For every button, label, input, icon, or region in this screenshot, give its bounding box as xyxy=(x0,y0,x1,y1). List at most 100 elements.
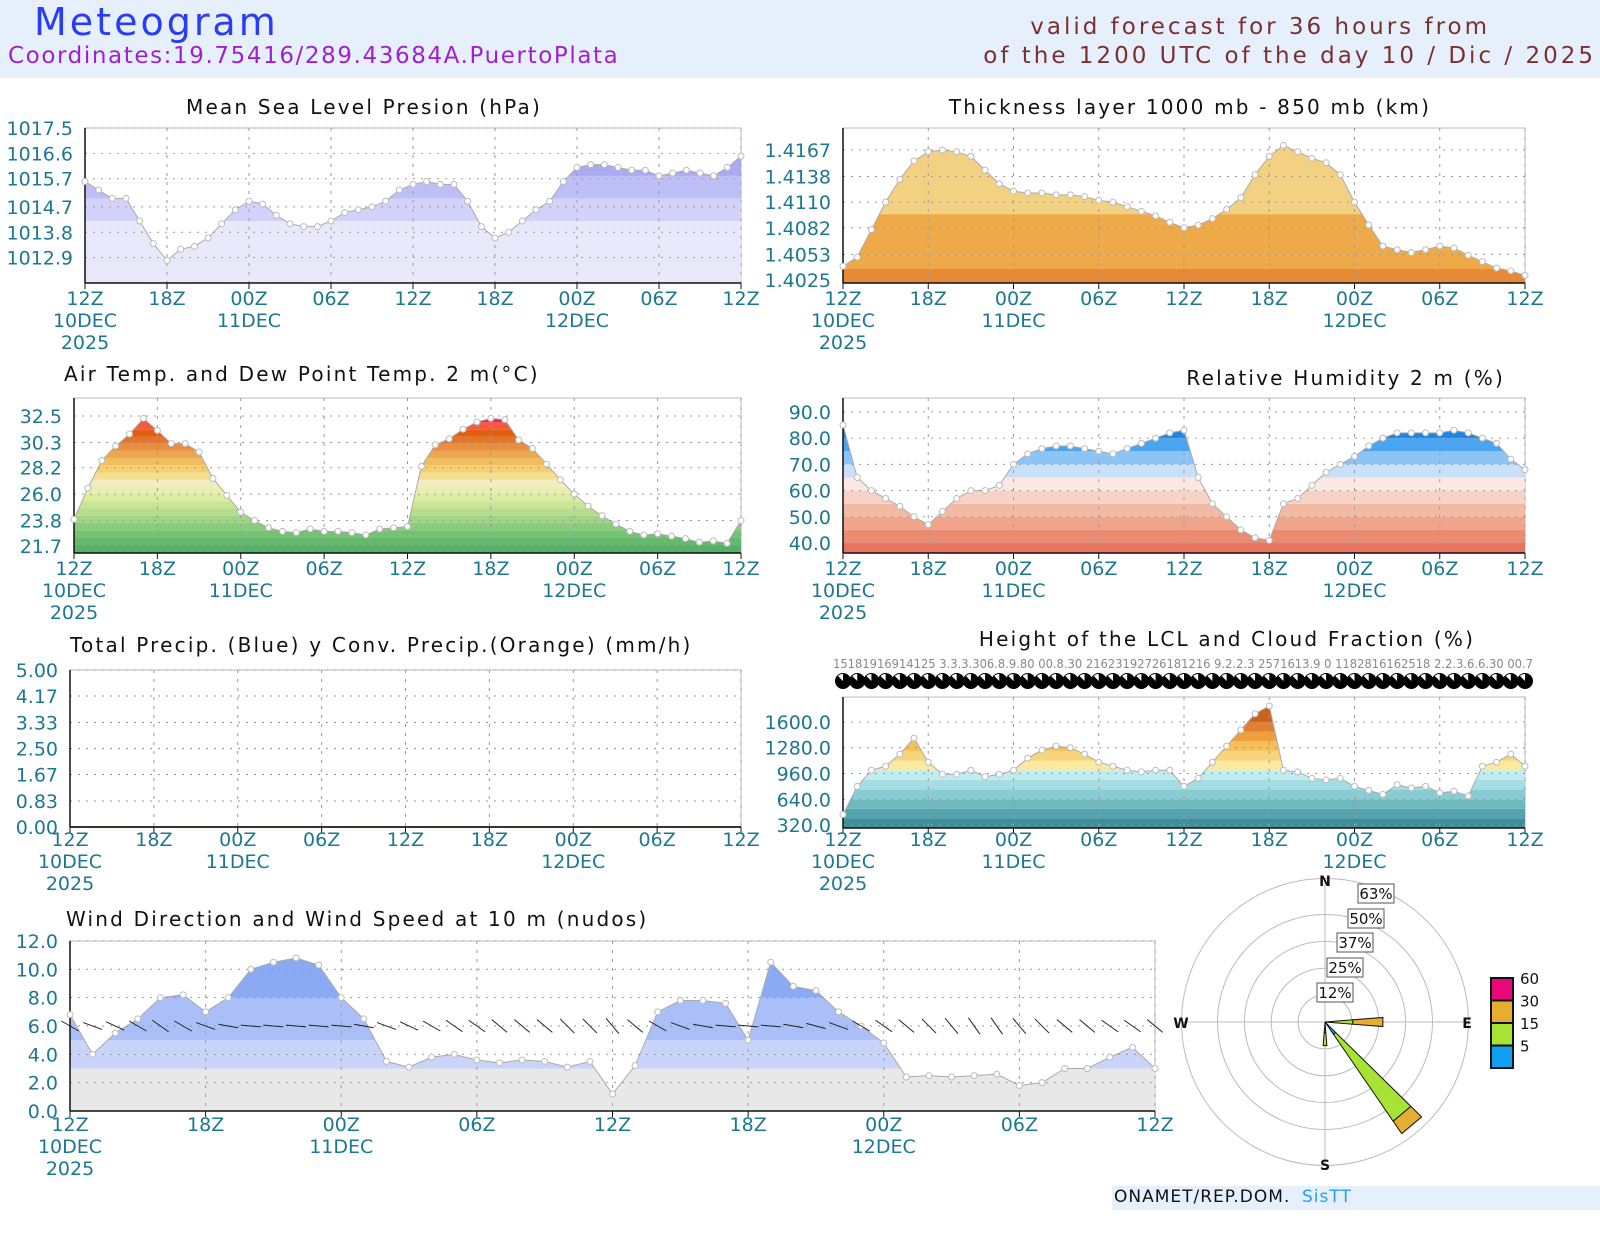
year-label: 2025 xyxy=(819,332,867,354)
data-point xyxy=(341,209,349,217)
y-tick-label: 1.4138 xyxy=(765,167,831,189)
data-point xyxy=(853,253,861,261)
wind-barb xyxy=(806,1022,826,1030)
data-point xyxy=(631,1062,639,1070)
data-point xyxy=(1081,445,1089,453)
wind-barb xyxy=(627,1019,644,1033)
data-point xyxy=(1180,782,1188,790)
cloud-fraction-wedge xyxy=(1193,673,1199,681)
data-point xyxy=(1010,187,1017,195)
cloud-fraction-wedge xyxy=(1164,673,1170,681)
date-label: 10DEC xyxy=(811,310,875,332)
x-tick-label: 18Z xyxy=(910,829,947,851)
x-tick-label: 00Z xyxy=(865,1114,902,1136)
y-tick-label: 26.0 xyxy=(20,484,62,506)
wind-barb xyxy=(83,1022,103,1030)
data-point xyxy=(1436,789,1444,797)
data-point xyxy=(584,502,592,510)
data-point xyxy=(1450,787,1458,795)
x-tick-label: 18Z xyxy=(472,558,509,580)
x-tick-label: 12Z xyxy=(1136,1114,1173,1136)
y-tick-label: 1017.5 xyxy=(7,118,73,140)
data-point xyxy=(136,217,144,225)
cardinal-label: W xyxy=(1173,1016,1188,1032)
wind-barb xyxy=(605,1018,620,1034)
x-tick-label: 12Z xyxy=(824,288,861,310)
data-point xyxy=(1422,429,1430,437)
wind-barb xyxy=(491,1019,508,1033)
data-point xyxy=(95,186,103,194)
y-tick-label: 8.0 xyxy=(28,988,58,1010)
wind-barb xyxy=(875,1019,893,1033)
y-tick-label: 90.0 xyxy=(789,402,831,424)
wind-barb xyxy=(582,1018,598,1034)
data-point xyxy=(1137,207,1145,215)
wind-barb xyxy=(692,1023,713,1029)
y-tick-label: 1013.8 xyxy=(7,222,73,244)
cloud-fraction-wedge xyxy=(1406,673,1412,681)
data-point xyxy=(563,1063,571,1071)
data-point xyxy=(902,1073,910,1081)
data-point xyxy=(404,523,411,531)
data-point xyxy=(334,527,342,535)
y-tick-label: 10.0 xyxy=(16,959,58,981)
data-point xyxy=(1322,468,1330,476)
data-point xyxy=(300,223,308,231)
cloud-fraction-wedge xyxy=(1008,673,1014,681)
data-point xyxy=(767,958,775,966)
data-point xyxy=(245,197,253,205)
ring-label-box xyxy=(1336,932,1374,953)
data-point xyxy=(436,180,444,188)
data-point xyxy=(938,770,946,778)
x-tick-label: 12Z xyxy=(394,288,431,310)
data-point xyxy=(204,234,212,242)
valid-forecast-line: valid forecast for 36 hours from xyxy=(1030,14,1490,40)
data-point xyxy=(1052,442,1060,450)
data-point xyxy=(417,462,425,470)
data-point xyxy=(532,206,540,214)
data-point xyxy=(1336,460,1344,468)
y-tick-label: 1600.0 xyxy=(765,712,831,734)
y-tick-label: 12.0 xyxy=(16,931,58,953)
date-label: 12DEC xyxy=(1322,310,1386,332)
data-point xyxy=(320,527,328,535)
data-point xyxy=(126,430,134,438)
data-point xyxy=(586,1057,594,1065)
data-point xyxy=(709,537,717,545)
x-tick-label: 18Z xyxy=(1251,829,1288,851)
data-point xyxy=(209,475,217,483)
x-tick-label: 00Z xyxy=(995,829,1032,851)
wind-barb xyxy=(1012,1018,1027,1034)
wind-barb xyxy=(1123,1019,1141,1033)
data-point xyxy=(1237,726,1245,734)
data-point xyxy=(896,750,904,758)
date-label: 12DEC xyxy=(1322,851,1386,873)
data-point xyxy=(695,538,703,546)
data-point xyxy=(981,773,989,781)
x-tick-label: 12Z xyxy=(722,829,759,851)
data-point xyxy=(1265,536,1273,544)
data-point xyxy=(570,490,578,498)
data-point xyxy=(1052,191,1060,199)
data-point xyxy=(122,194,130,202)
y-tick-label: 1.4082 xyxy=(765,218,831,240)
data-point xyxy=(1237,194,1245,202)
cloud-fraction-labels: 15181916914125 3.3.3.306.8.9.80 00.8.30 … xyxy=(833,657,1533,671)
cloud-fraction-wedge xyxy=(1079,673,1085,681)
data-point xyxy=(1379,434,1387,442)
data-point xyxy=(292,529,300,537)
footer: ONAMET/REP.DOM. SisTT xyxy=(1112,1186,1600,1210)
date-label: 12DEC xyxy=(1322,580,1386,602)
data-point xyxy=(1152,434,1160,442)
data-point xyxy=(278,527,286,535)
data-point xyxy=(681,535,689,543)
data-point xyxy=(744,1036,752,1044)
x-tick-label: 00Z xyxy=(556,558,593,580)
data-point xyxy=(491,234,499,242)
x-tick-label: 12Z xyxy=(1506,558,1543,580)
wind-barb xyxy=(240,1024,261,1028)
data-point xyxy=(609,1090,616,1098)
data-point xyxy=(66,1011,74,1019)
data-point xyxy=(696,169,704,177)
y-tick-label: 23.8 xyxy=(20,511,62,533)
